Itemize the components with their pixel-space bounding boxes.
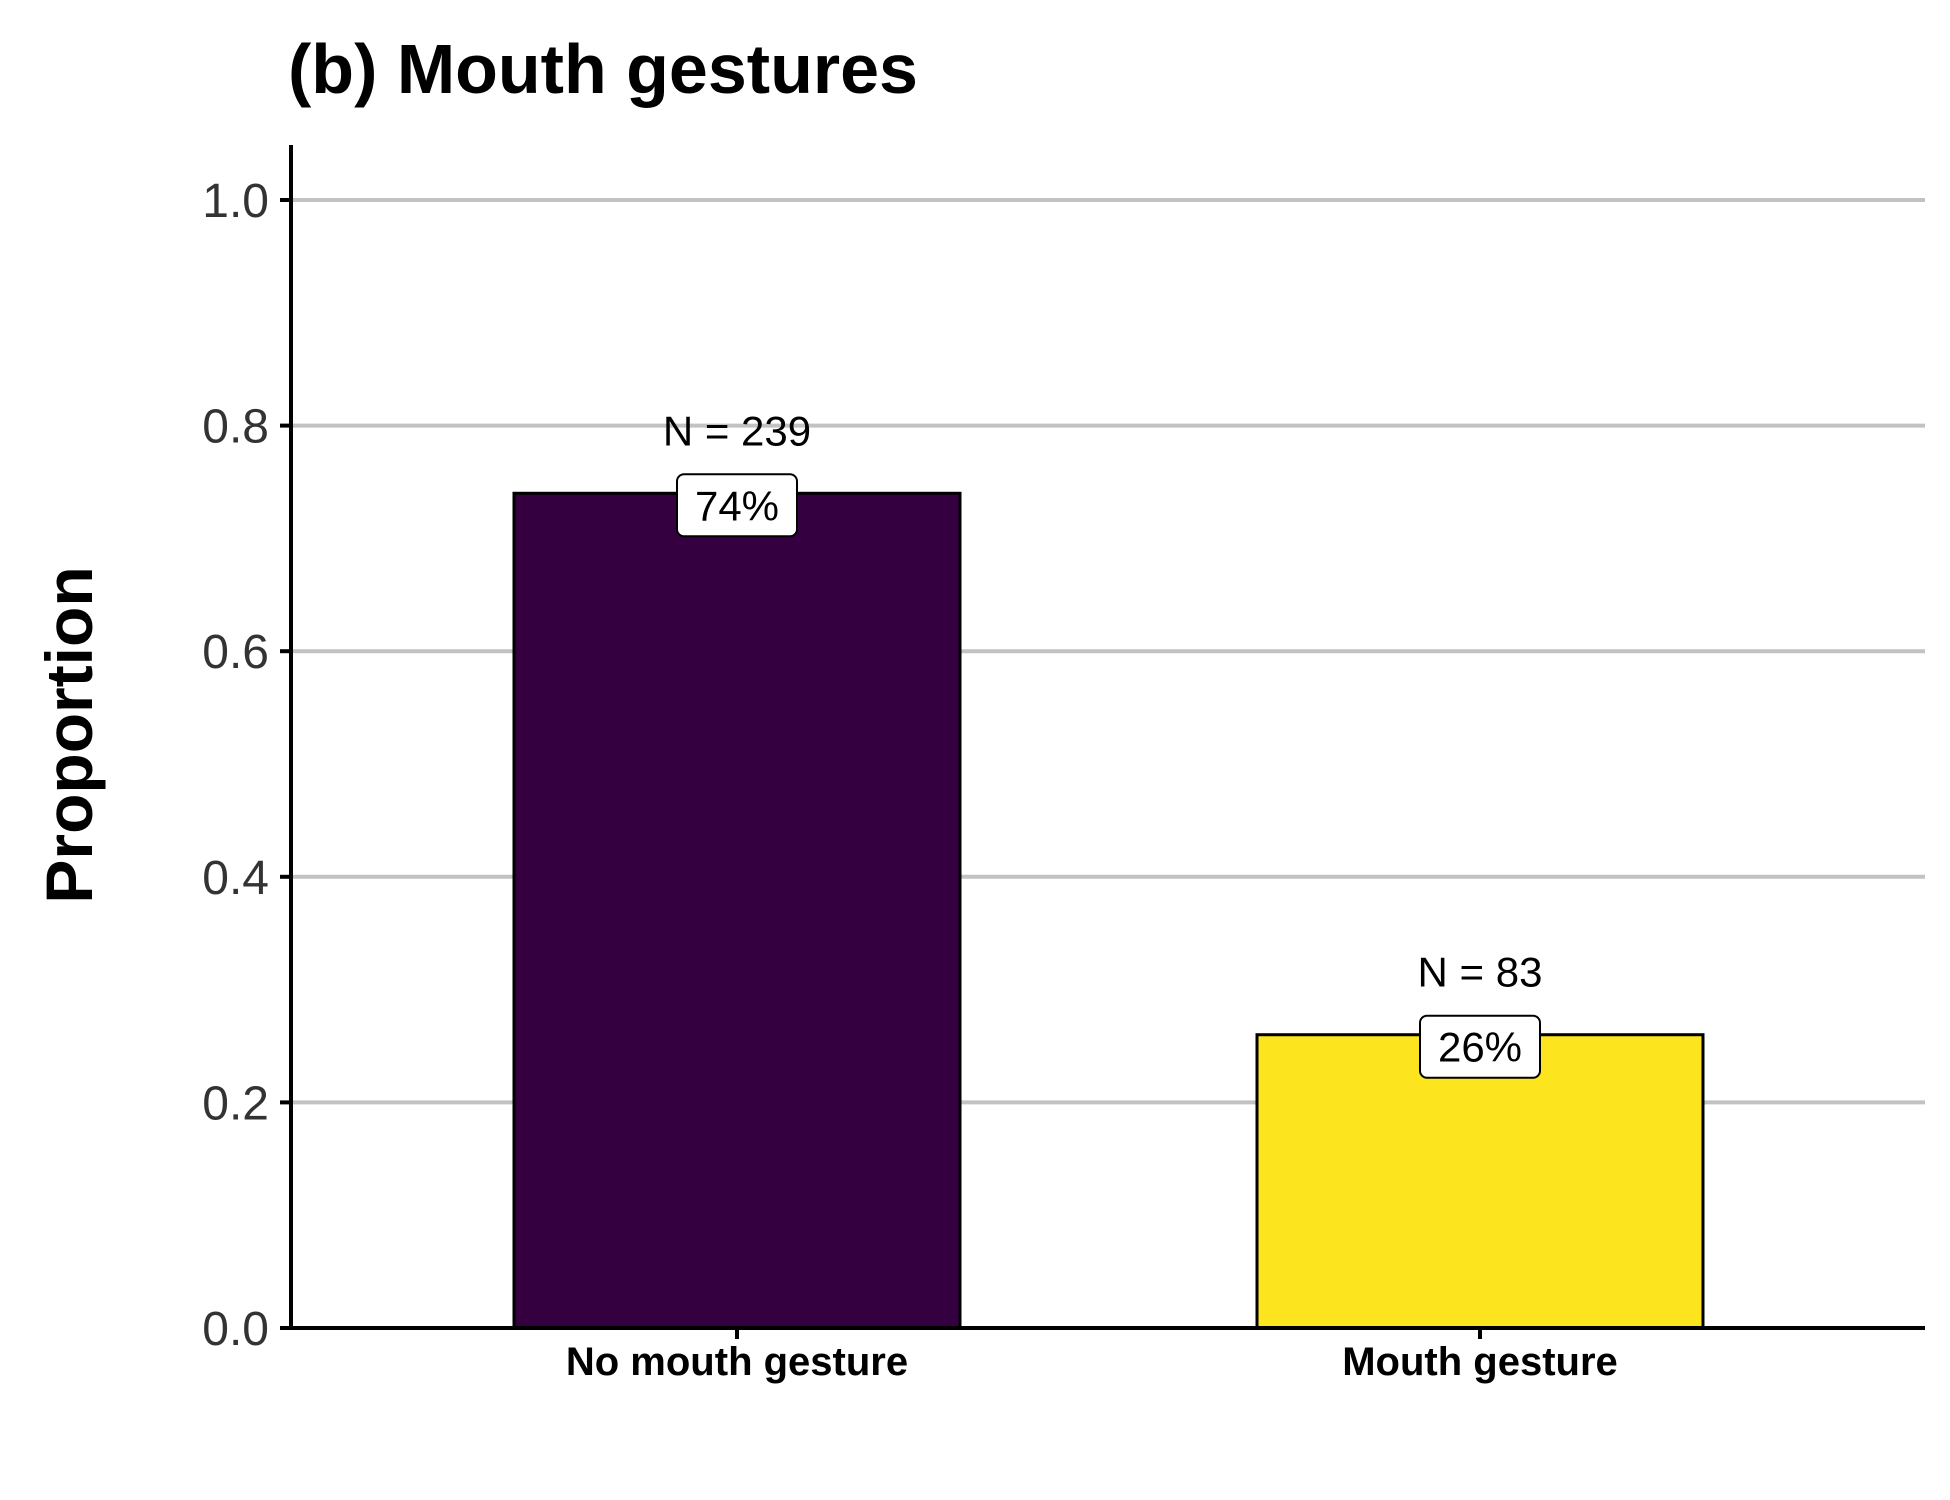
x-tick-label: Mouth gesture [1342, 1340, 1618, 1384]
axes: 0.0 0.2 0.4 0.6 0.8 1.0 No mouth gesture Mouth … [202, 145, 1925, 1384]
percent-label-box [1419, 1014, 1541, 1079]
y-tick-label: 0.0 [202, 1303, 269, 1356]
y-tick-label: 0.6 [202, 626, 269, 679]
y-tick-label: 1.0 [202, 175, 269, 228]
chart-title: (b) Mouth gestures [288, 30, 918, 108]
y-tick-label: 0.8 [202, 401, 269, 454]
bar [1255, 1033, 1705, 1330]
data-labels: N = 239 74% N = 83 26% [663, 407, 1543, 1079]
count-label: N = 83 [1418, 949, 1543, 996]
y-tick-label: 0.2 [202, 1077, 269, 1130]
y-axis-label: Proportion [32, 566, 106, 903]
count-label: N = 239 [663, 407, 811, 454]
percent-label-box [676, 473, 798, 538]
y-tick-label: 0.4 [202, 852, 269, 905]
x-tick-label: No mouth gesture [566, 1340, 908, 1384]
percent-label: 26% [1438, 1024, 1522, 1071]
bars [512, 491, 1705, 1330]
bar [512, 491, 962, 1330]
percent-label: 74% [695, 482, 779, 529]
